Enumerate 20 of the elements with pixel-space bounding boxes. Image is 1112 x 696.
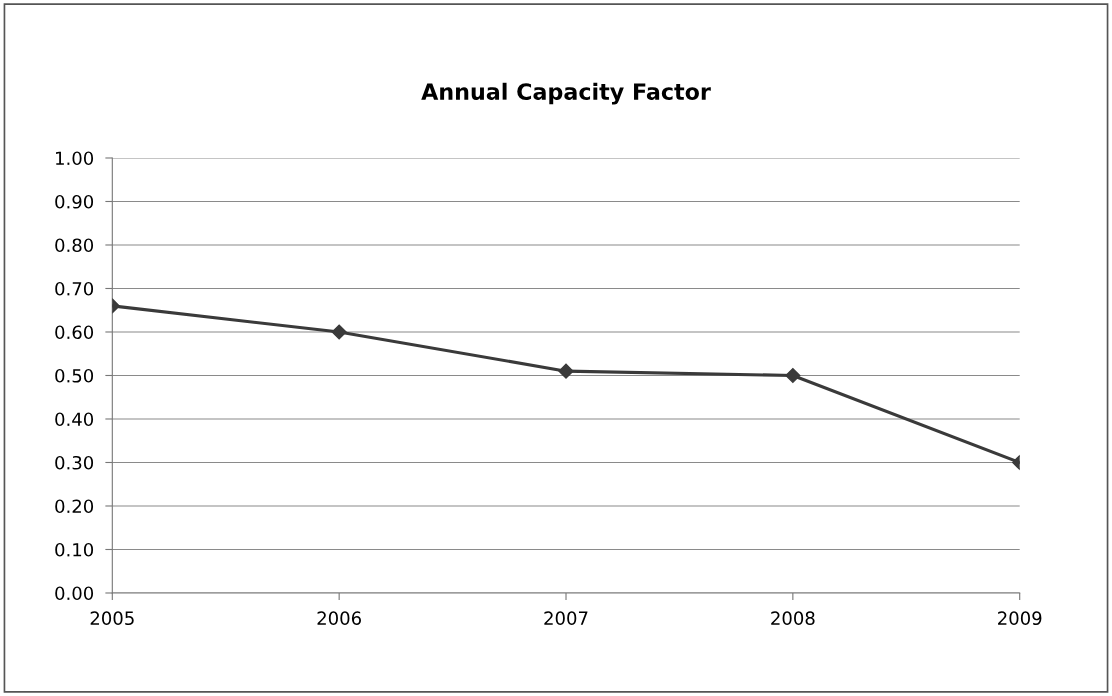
y-tick-label: 0.10 — [55, 542, 94, 557]
y-tick-label: 0.20 — [55, 499, 94, 514]
y-tick-label: 0.60 — [55, 325, 94, 340]
x-tick-label: 2007 — [544, 611, 588, 626]
y-tick-label: 0.80 — [55, 238, 94, 253]
point — [331, 324, 347, 340]
chart-title: Annual Capacity Factor — [421, 82, 711, 105]
x-tick-label: 2009 — [998, 611, 1042, 626]
x-tick-label: 2008 — [771, 611, 815, 626]
y-tick-label: 1.00 — [56, 151, 94, 166]
y-tick-label: 0.70 — [55, 281, 94, 296]
y-tick-label: 0.50 — [55, 368, 94, 383]
point — [785, 367, 801, 384]
y-tick-label: 0.30 — [55, 455, 94, 470]
y-tick-label: 0.40 — [55, 412, 94, 427]
x-tick-label: 2005 — [90, 611, 134, 626]
y-tick-label: 0.90 — [55, 194, 94, 209]
point — [558, 363, 574, 379]
y-tick-label: 0.00 — [55, 586, 94, 601]
x-tick-label: 2006 — [317, 611, 361, 626]
